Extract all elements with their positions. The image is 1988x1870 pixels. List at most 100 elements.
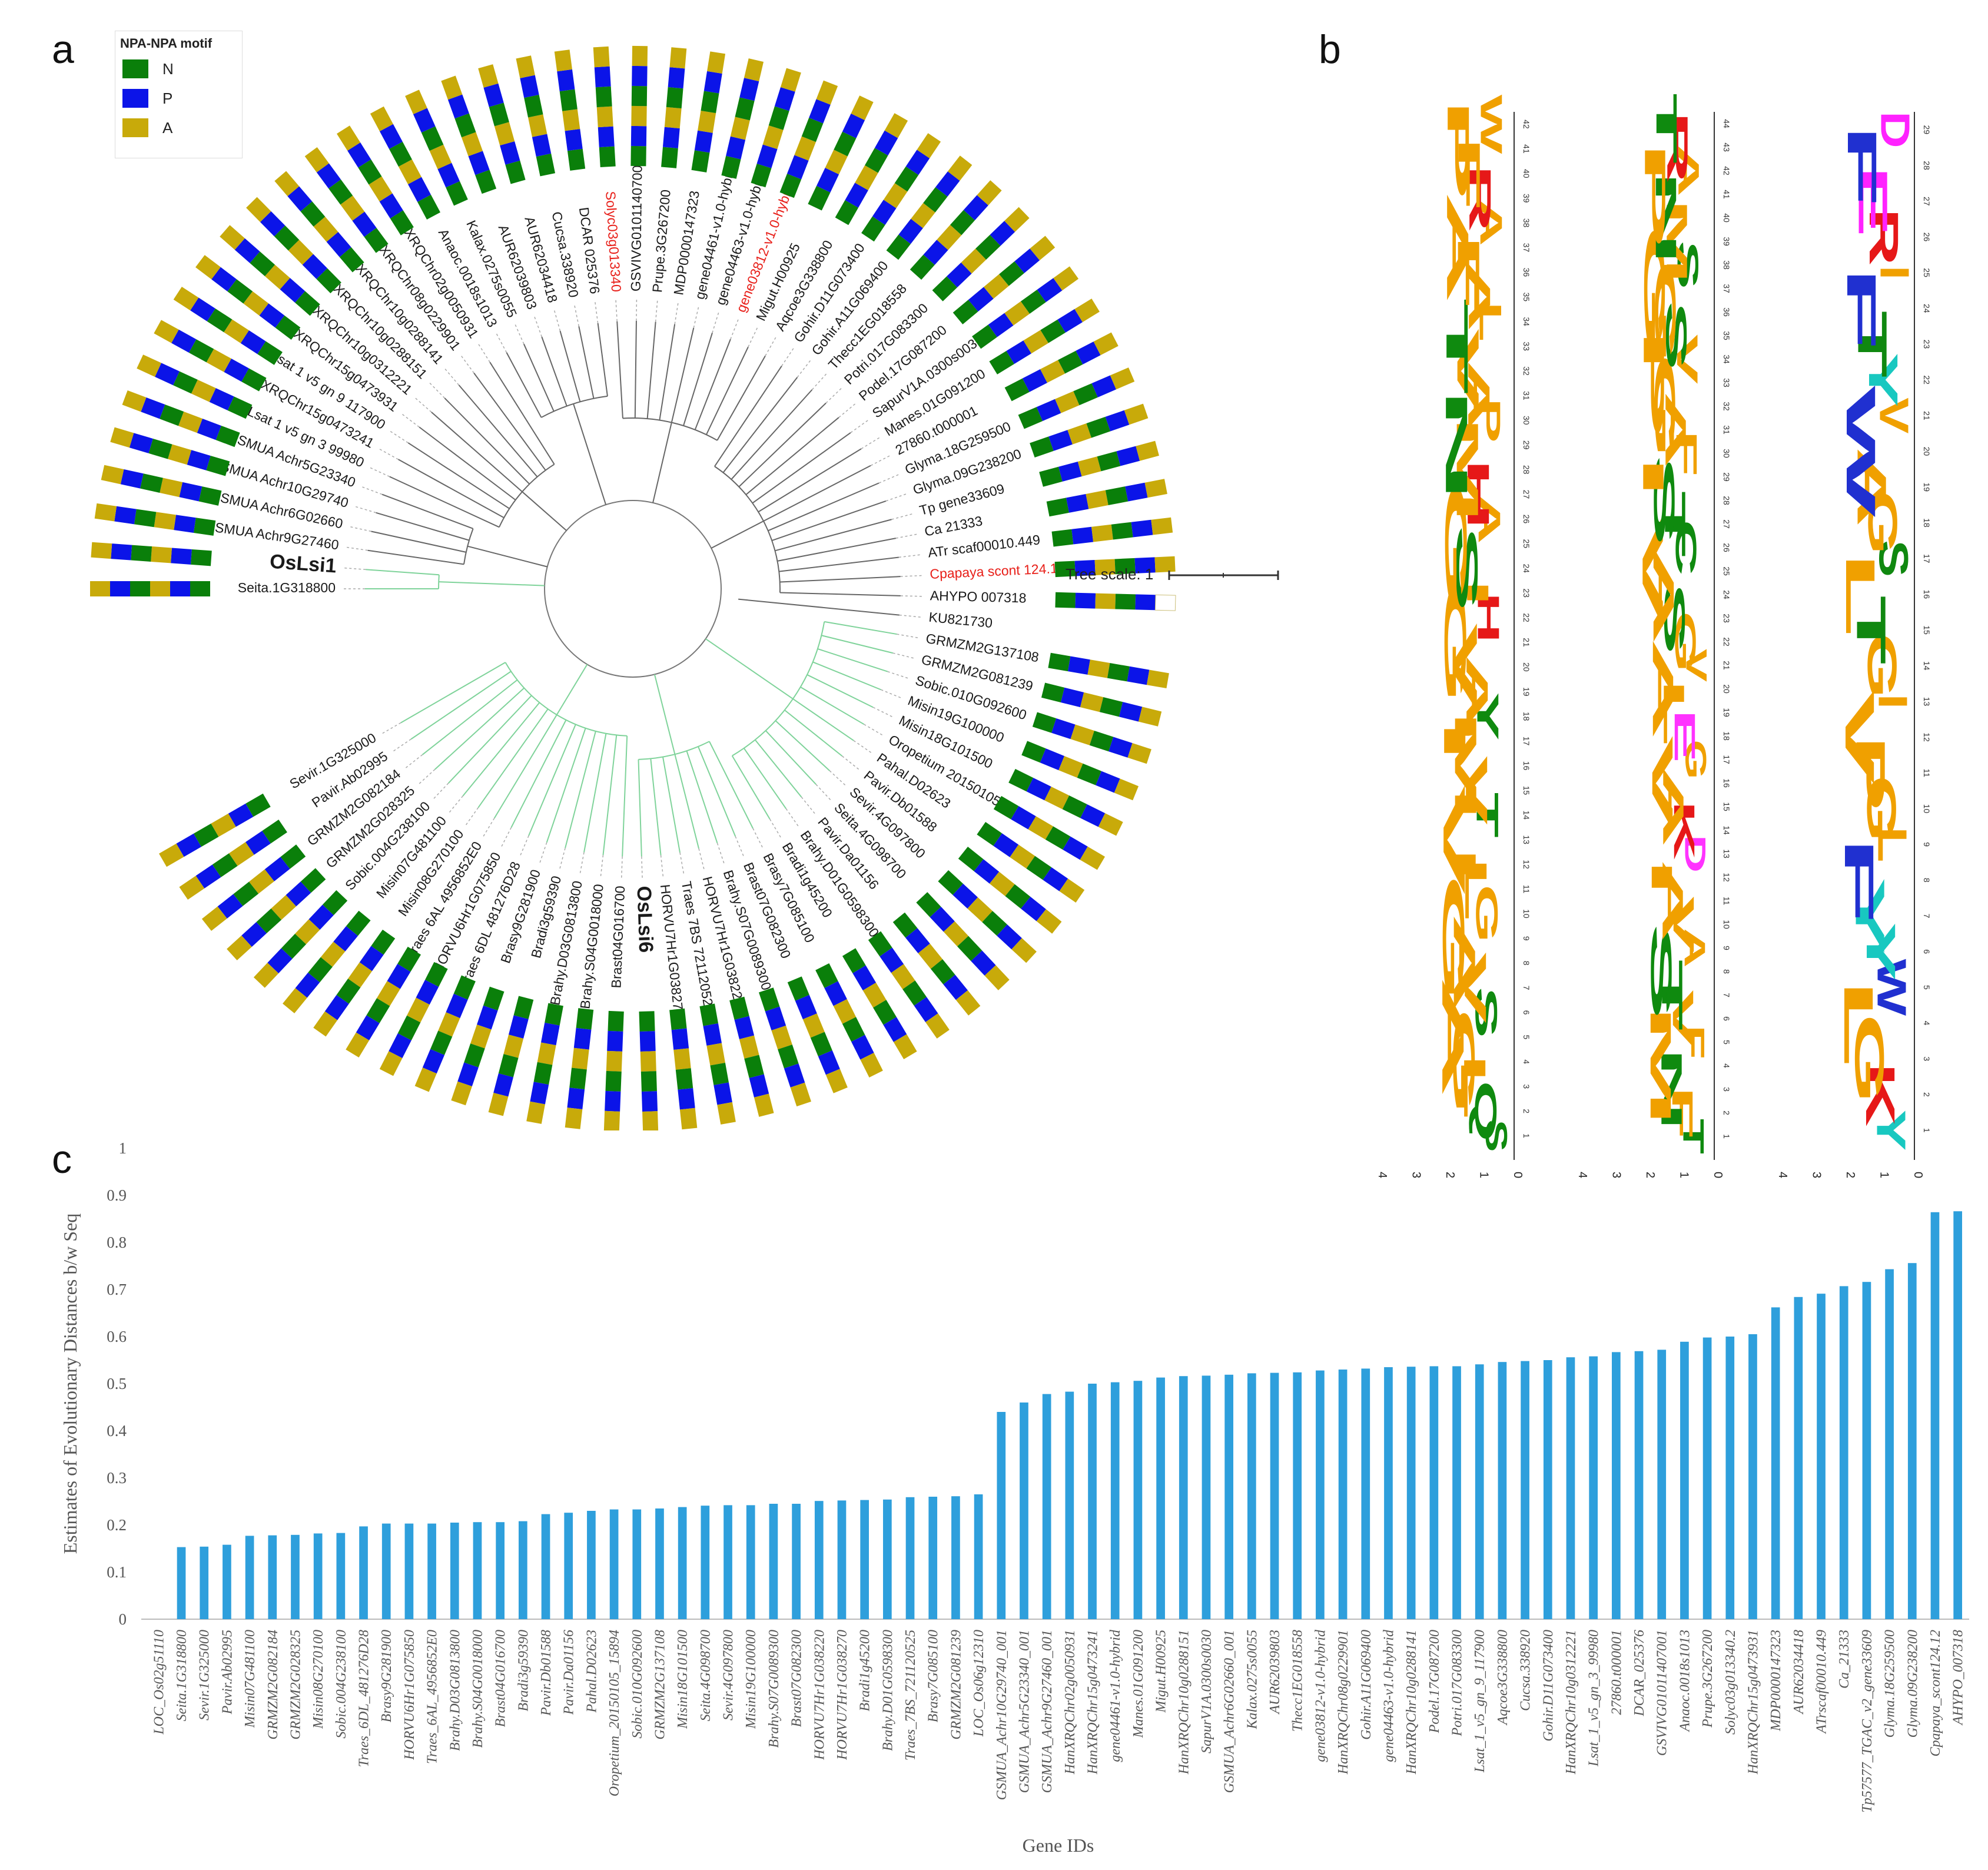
- motif-box: [540, 1023, 560, 1046]
- motif-box: [759, 987, 780, 1012]
- tree-branches: [365, 321, 901, 857]
- motif-box: [669, 47, 687, 69]
- logo-position-label: 39: [1722, 237, 1731, 246]
- tree-leaf-motif: [787, 976, 848, 1093]
- chart-ytick-label: 0.6: [107, 1328, 127, 1345]
- logo-letter: L: [1473, 301, 1507, 342]
- motif-box: [417, 194, 441, 220]
- logo-letter: K: [1668, 800, 1701, 860]
- tree-branch: [506, 352, 542, 418]
- logo-letter: T: [1440, 298, 1475, 395]
- tree-branch: [824, 621, 897, 635]
- logo-position-label: 2: [1722, 1110, 1731, 1115]
- tree-leaf-connector: [887, 671, 911, 679]
- motif-box: [190, 581, 210, 596]
- logo-letter: F: [1677, 1025, 1710, 1060]
- motif-box: [1004, 301, 1030, 326]
- logo-position-label: 16: [1522, 761, 1531, 771]
- motif-box: [464, 1043, 485, 1067]
- motif-box: [703, 71, 722, 94]
- tree-branch: [493, 714, 557, 819]
- logo-letter: A: [1659, 391, 1692, 468]
- motif-box: [1032, 712, 1057, 733]
- tree-leaf-connector: [579, 852, 585, 876]
- motif-box: [842, 948, 866, 973]
- logo-position-label: 44: [1722, 119, 1731, 128]
- chart-ytick-label: 0.4: [107, 1422, 127, 1440]
- tree-branch: [800, 687, 865, 725]
- tree-branch: [768, 482, 880, 532]
- motif-box: [925, 1013, 950, 1039]
- motif-box: [937, 224, 962, 250]
- motif-box: [134, 509, 157, 528]
- motif-box: [1124, 403, 1149, 425]
- logo-position-label: 18: [1722, 731, 1731, 741]
- motif-box: [1125, 482, 1148, 502]
- motif-box: [324, 994, 349, 1020]
- motif-box: [500, 141, 520, 165]
- logo-position-label: 16: [1722, 778, 1731, 788]
- motif-box: [1062, 795, 1087, 818]
- motif-box: [1091, 375, 1117, 397]
- tree-branch: [400, 662, 506, 724]
- chart-xtick-label: Podel.17G087200: [1427, 1630, 1442, 1733]
- sequence-logo-1: 43210bitsS1Q2L3G4A5S6V7A8G9G10L11I12V13T…: [1376, 94, 1531, 1178]
- motif-box: [963, 195, 988, 221]
- motif-box: [437, 163, 460, 188]
- motif-box: [778, 1045, 799, 1069]
- logo-letter: A: [1462, 262, 1497, 331]
- motif-box: [911, 203, 935, 228]
- chart-xtick-label: Lsat_1_v5_gn_3_99980: [1587, 1630, 1602, 1767]
- motif-box: [883, 183, 908, 208]
- motif-box: [234, 238, 260, 263]
- motif-box: [438, 1012, 460, 1037]
- motif-box: [1095, 593, 1116, 609]
- motif-box: [974, 859, 1000, 884]
- motif-box: [673, 1048, 691, 1070]
- tree-clade-stem: [652, 422, 672, 503]
- motif-box: [193, 823, 219, 847]
- chart-bar: [1521, 1361, 1529, 1619]
- tree-leaf-connector: [353, 505, 376, 513]
- chart-xtick-label: Glyma.18G259500: [1883, 1630, 1898, 1738]
- tree-leaf-motif: [337, 125, 414, 236]
- logo-letter: F: [1670, 430, 1703, 477]
- logo-letter: T: [1848, 595, 1894, 664]
- motif-box: [477, 1005, 498, 1030]
- motif-box: [295, 972, 320, 998]
- sequence-logo-3: 43210bitsY1K2G3L4W5Y6Y7F8L9G10P11V12I13G…: [1776, 111, 1931, 1178]
- tree-leaf-motif: [691, 51, 726, 173]
- logo-letter: M: [1660, 198, 1693, 285]
- motif-box: [1067, 656, 1090, 675]
- motif-box: [1138, 707, 1162, 727]
- tree-branch: [743, 748, 786, 809]
- logo-position-label: 20: [1722, 684, 1731, 694]
- logo-position-label: 8: [1922, 878, 1931, 883]
- motif-box: [818, 1050, 840, 1075]
- tree-leaf-motif: [154, 320, 267, 392]
- motif-box: [977, 821, 1003, 846]
- logo-position-label: 4: [1722, 1063, 1731, 1068]
- tree-leaf-motif: [861, 133, 941, 242]
- motif-box: [1111, 522, 1133, 540]
- tree-branch: [602, 735, 618, 856]
- tree-leaf-label: Brast04G016700: [608, 886, 628, 989]
- chart-bar: [860, 1500, 869, 1619]
- chart-xtick-label: gene03812-v1.0-hybrid: [1313, 1629, 1328, 1762]
- motif-box: [122, 390, 147, 412]
- tree-branch: [462, 702, 540, 797]
- logo-letter: T: [1659, 491, 1692, 558]
- motif-box: [246, 197, 271, 223]
- motif-box: [348, 962, 372, 988]
- logo-letter: T: [1650, 94, 1683, 164]
- logo-letter: V: [1437, 784, 1471, 896]
- logo-position-label: 32: [1722, 402, 1731, 411]
- motif-box: [779, 173, 802, 198]
- motif-box: [1008, 768, 1034, 792]
- logo-ytick: 2: [1644, 1172, 1657, 1178]
- logo-letter: G: [1859, 632, 1905, 699]
- logo-letter: V: [1459, 755, 1494, 825]
- tree-leaf-motif: [91, 542, 212, 566]
- chart-bar: [518, 1521, 527, 1619]
